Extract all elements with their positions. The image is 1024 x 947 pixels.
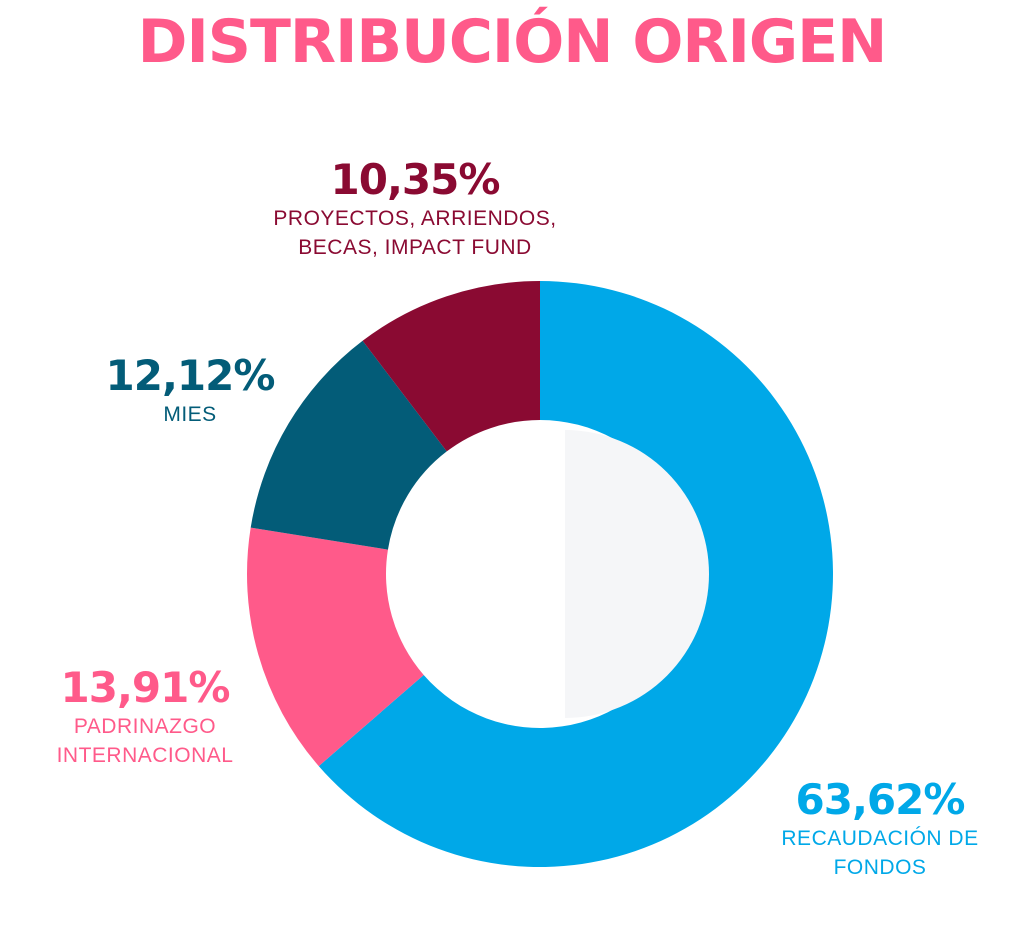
slice-category-recaudacion-line2: FONDOS: [833, 856, 927, 879]
slice-category-padrinazgo-line1: PADRINAZGO: [73, 715, 217, 738]
slice-category-mies-line1: MIES: [163, 403, 217, 426]
slice-percent-padrinazgo: 13,91%: [60, 663, 231, 712]
slice-proyectos: [362, 281, 540, 452]
slice-mies: [250, 340, 447, 550]
slice-percent-proyectos: 10,35%: [330, 155, 501, 204]
slice-label-mies: 12,12% MIES: [90, 352, 290, 429]
slice-label-proyectos: 10,35% PROYECTOS, ARRIENDOS, BECAS, IMPA…: [250, 156, 580, 262]
slice-label-recaudacion: 63,62% RECAUDACIÓN DE FONDOS: [770, 776, 990, 882]
slice-percent-recaudacion: 63,62%: [795, 775, 966, 824]
slice-category-proyectos-line1: PROYECTOS, ARRIENDOS,: [273, 207, 557, 230]
chart-title: DISTRIBUCIÓN ORIGEN: [137, 7, 888, 77]
slice-padrinazgo: [246, 527, 424, 767]
slice-percent-mies: 12,12%: [105, 351, 276, 400]
slice-category-padrinazgo-line2: INTERNACIONAL: [56, 744, 234, 767]
slice-category-recaudacion-line1: RECAUDACIÓN DE: [781, 827, 979, 850]
donut-hole-highlight: [565, 430, 709, 718]
slice-recaudacion: [318, 281, 833, 868]
slice-category-proyectos-line2: BECAS, IMPACT FUND: [298, 236, 532, 259]
slice-label-padrinazgo: 13,91% PADRINAZGO INTERNACIONAL: [30, 664, 260, 770]
